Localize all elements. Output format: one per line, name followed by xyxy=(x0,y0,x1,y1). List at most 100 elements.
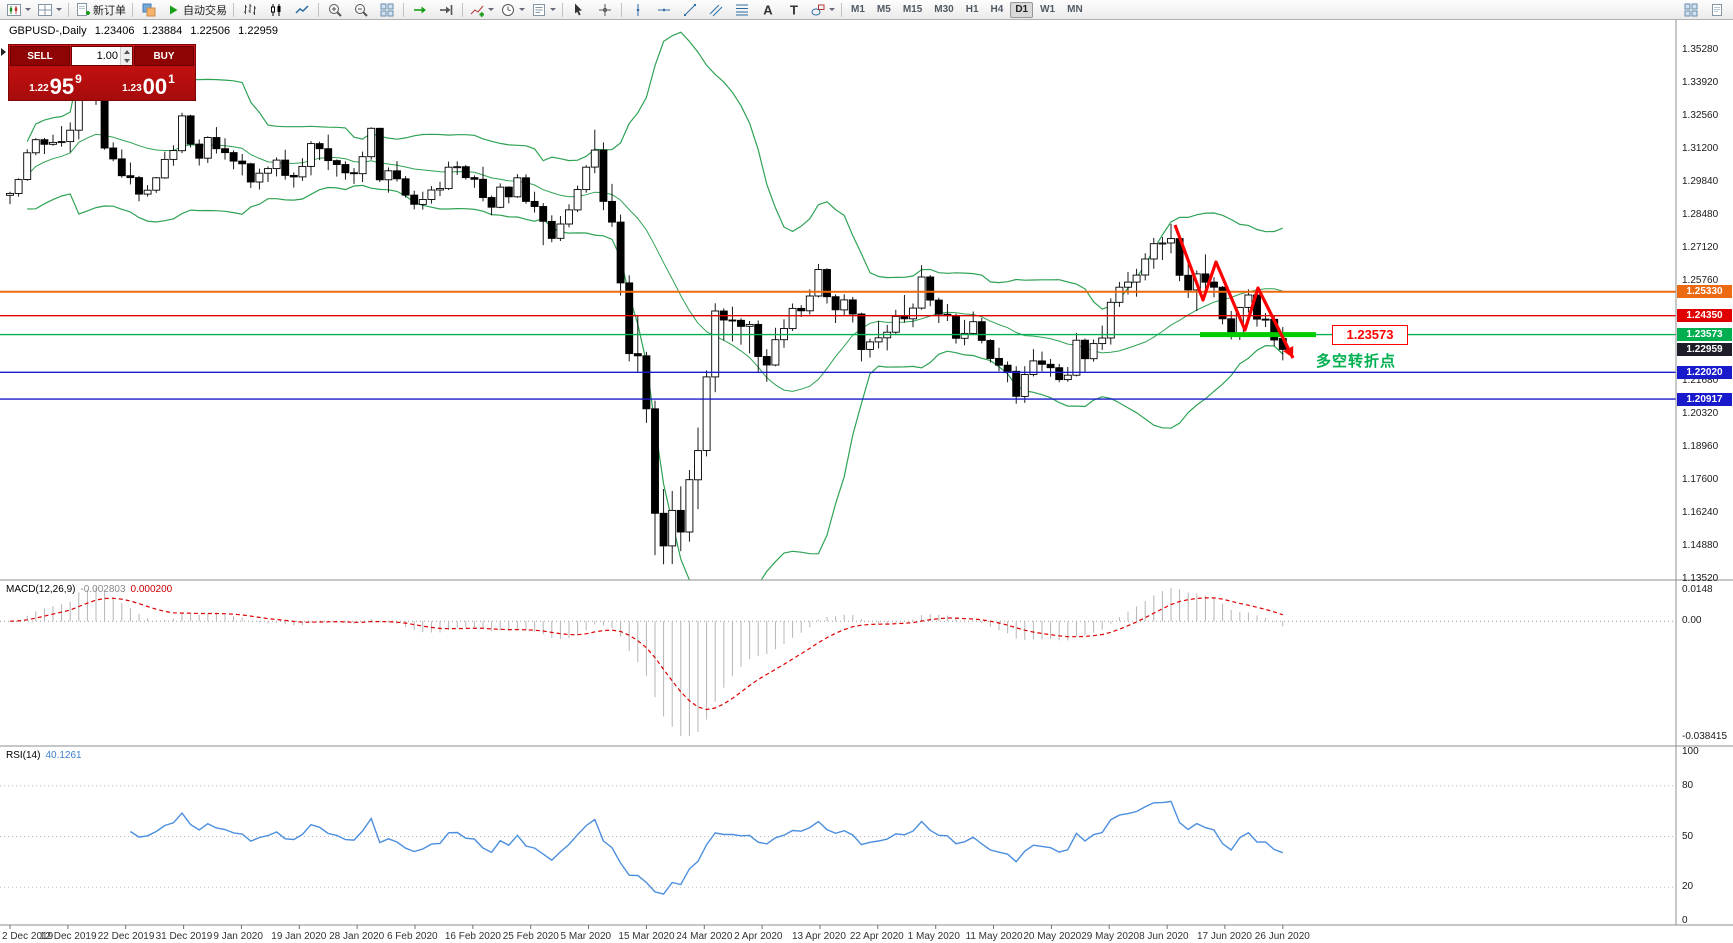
macd-signal-value: 0.000200 xyxy=(130,584,173,595)
symbol-name: GBPUSD-,Daily xyxy=(9,25,87,37)
auto-scroll-button[interactable] xyxy=(407,0,433,20)
timeframe-D1-button[interactable]: D1 xyxy=(1010,1,1034,18)
candles-icon xyxy=(271,3,281,16)
timeframe-H4-button[interactable]: H4 xyxy=(990,3,1004,15)
timeframe-M1-button[interactable]: M1 xyxy=(851,3,865,15)
chart-profiles-button[interactable] xyxy=(34,0,65,20)
periods-button[interactable] xyxy=(497,0,528,20)
pane-borders xyxy=(0,20,1733,929)
price-axis-label: 1.25760 xyxy=(1682,275,1719,287)
toolbar-separator xyxy=(233,2,234,17)
channel-icon xyxy=(709,4,723,16)
sell-button[interactable]: SELL xyxy=(10,46,70,66)
price-axis-label: 1.35280 xyxy=(1682,44,1719,55)
trendline-button[interactable] xyxy=(677,0,703,20)
macd-main-value: -0.002803 xyxy=(80,584,126,595)
channel-button[interactable] xyxy=(703,0,729,20)
rsi-axis-label: 100 xyxy=(1682,746,1699,757)
date-axis-label: 31 Dec 2019 xyxy=(155,931,213,942)
templates-button[interactable] xyxy=(528,0,559,20)
zoom-in-button[interactable] xyxy=(322,0,348,20)
new-order-button[interactable]: 新订单 xyxy=(72,0,129,20)
date-axis-label: 15 Mar 2020 xyxy=(618,931,675,942)
label-button[interactable]: T xyxy=(781,0,807,20)
line-chart-button[interactable] xyxy=(289,0,315,20)
candlesticks xyxy=(6,53,1287,565)
timeframe-M5-button[interactable]: M5 xyxy=(876,3,891,15)
date-axis-label: 29 May 2020 xyxy=(1081,931,1140,942)
symbol-header: GBPUSD-,Daily 1.23406 1.23884 1.22506 1.… xyxy=(9,25,283,37)
price-axis-label: 1.16240 xyxy=(1682,506,1719,518)
one-click-collapse-arrow-icon[interactable] xyxy=(1,48,6,56)
timeframe-MN-button[interactable]: MN xyxy=(1067,3,1083,15)
macd-axis-min-label: -0.038415 xyxy=(1682,731,1728,742)
chart-candles-icon xyxy=(7,3,21,16)
date-axis-label: 13 Apr 2020 xyxy=(791,931,846,942)
fibo-icon xyxy=(736,4,748,15)
rsi-plot[interactable] xyxy=(0,785,1676,895)
bar-chart-button[interactable] xyxy=(237,0,263,20)
candlestick-chart-button[interactable] xyxy=(263,0,289,20)
layers-icon xyxy=(142,3,156,16)
price-tag: 1.25330 xyxy=(1677,285,1732,299)
zigzag-arrow-object xyxy=(1173,224,1295,359)
timeframe-H1-button[interactable]: H1 xyxy=(965,3,979,15)
autotrading-button-label: 自动交易 xyxy=(183,4,227,17)
rsi-indicator-label: RSI(14) 40.1261 xyxy=(6,750,82,761)
main-plot[interactable] xyxy=(0,31,1676,598)
zoom-out-button[interactable] xyxy=(348,0,374,20)
volume-increase-button[interactable] xyxy=(121,47,132,56)
cursor-button[interactable] xyxy=(566,0,592,20)
autotrading-button[interactable]: 自动交易 xyxy=(162,0,230,20)
buy-price-display[interactable]: 1.23 00 1 xyxy=(102,67,195,100)
vertical-line-button[interactable] xyxy=(625,0,651,20)
macd-plot[interactable] xyxy=(0,587,1676,737)
dropdown-caret-icon xyxy=(829,8,835,11)
sell-price-display[interactable]: 1.22 95 9 xyxy=(9,67,102,100)
buy-button[interactable]: BUY xyxy=(134,46,194,66)
toolbar-separator xyxy=(841,2,842,17)
sell-price-pipette: 9 xyxy=(75,72,82,86)
date-axis-label: 26 Jun 2020 xyxy=(1254,931,1310,942)
volume-input[interactable] xyxy=(72,47,120,65)
timeframe-M30-button[interactable]: M30 xyxy=(934,3,954,15)
price-tag: 1.20917 xyxy=(1677,392,1732,406)
annotation-text-object[interactable]: 多空转折点 xyxy=(1316,353,1397,370)
price-axis-label: 1.17600 xyxy=(1682,473,1719,485)
timeframe-M15-button[interactable]: M15 xyxy=(902,3,923,15)
price-axis-label: 1.20320 xyxy=(1682,407,1719,419)
date-axis-label: 20 May 2020 xyxy=(1023,931,1082,942)
cascade-windows-button[interactable] xyxy=(1678,0,1704,20)
arrows-button[interactable] xyxy=(807,0,838,20)
toolbar-separator xyxy=(621,2,622,17)
macd-axis-zero-label: 0.00 xyxy=(1682,615,1702,627)
volume-decrease-button[interactable] xyxy=(121,56,132,65)
template-icon xyxy=(533,3,545,16)
rsi-value: 40.1261 xyxy=(45,750,82,761)
price-axis-label: 1.32560 xyxy=(1682,110,1719,122)
crosshair-button[interactable] xyxy=(592,0,618,20)
chart-shift-button[interactable] xyxy=(433,0,459,20)
tile-windows-button[interactable] xyxy=(374,0,400,20)
bars-icon xyxy=(244,3,256,15)
price-callout-object[interactable]: 1.23573 xyxy=(1332,325,1408,346)
indicator-icon xyxy=(470,5,484,17)
date-axis-label: 2 Apr 2020 xyxy=(734,931,783,942)
text-button[interactable]: A xyxy=(755,0,781,20)
fibonacci-button[interactable] xyxy=(729,0,755,20)
price-axis-label: 1.28480 xyxy=(1682,209,1719,221)
new-chart-button[interactable] xyxy=(3,0,34,20)
macd-indicator-label: MACD(12,26,9) -0.002803 0.000200 xyxy=(6,584,172,595)
price-axis-label: 1.33920 xyxy=(1682,77,1719,89)
toolbar-separator xyxy=(462,2,463,17)
date-axis-label: 11 May 2020 xyxy=(965,931,1023,942)
horizontal-line-button[interactable] xyxy=(651,0,677,20)
market-watch-button[interactable] xyxy=(136,0,162,20)
timeframe-W1-button[interactable]: W1 xyxy=(1040,3,1056,15)
indicators-button[interactable] xyxy=(466,0,497,20)
docs-button[interactable] xyxy=(1704,0,1730,20)
date-axis-label: 16 Feb 2020 xyxy=(444,931,501,942)
date-axis-label: 19 Jan 2020 xyxy=(271,931,327,942)
